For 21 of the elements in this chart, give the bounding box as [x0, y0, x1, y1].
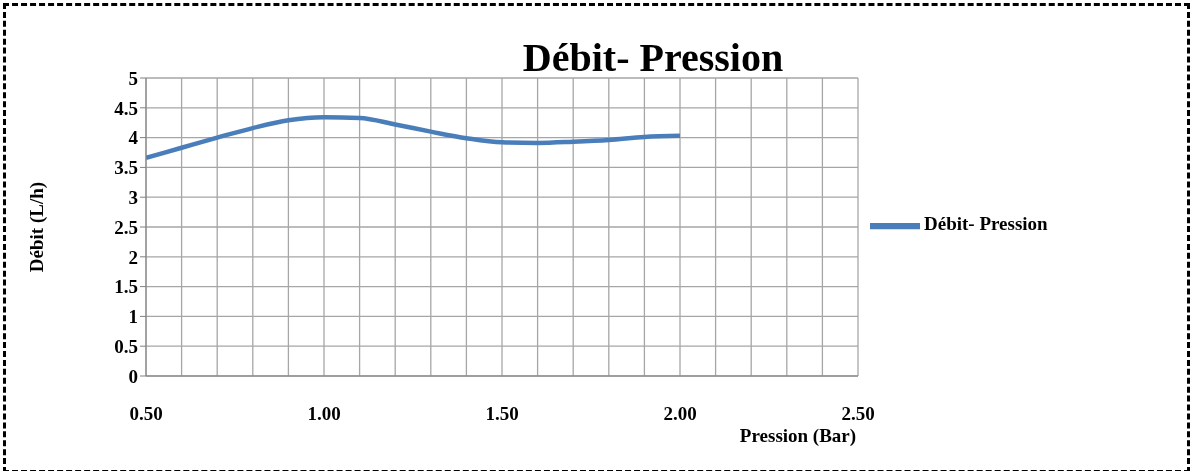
y-tick-label: 5 [128, 67, 138, 89]
y-tick-label: 4 [128, 127, 139, 149]
y-tick-label: 0 [128, 365, 138, 387]
y-tick-label: 1.5 [114, 276, 138, 298]
x-tick-label: 1.00 [307, 403, 341, 424]
x-axis-title: Pression (Bar) [738, 425, 858, 447]
y-tick-label: 4.5 [114, 97, 138, 119]
x-tick-label: 2.00 [663, 403, 697, 424]
y-tick-label: 2 [128, 246, 138, 268]
x-tick-label: 0.50 [129, 403, 163, 424]
y-tick-label: 3 [128, 186, 138, 208]
chart-title: Débit- Pression [521, 35, 785, 80]
y-tick-label: 3.5 [114, 157, 138, 179]
y-tick-label: 2.5 [114, 216, 138, 238]
x-tick-label: 2.50 [841, 403, 875, 424]
line-series [146, 115, 683, 161]
y-tick-label: 1 [128, 306, 138, 328]
x-tick-label: 1.50 [485, 403, 519, 424]
y-tick-label: 0.5 [114, 335, 138, 357]
legend-label: Débit- Pression [924, 213, 1048, 235]
y-axis-title: Débit (L/h) [25, 181, 48, 273]
